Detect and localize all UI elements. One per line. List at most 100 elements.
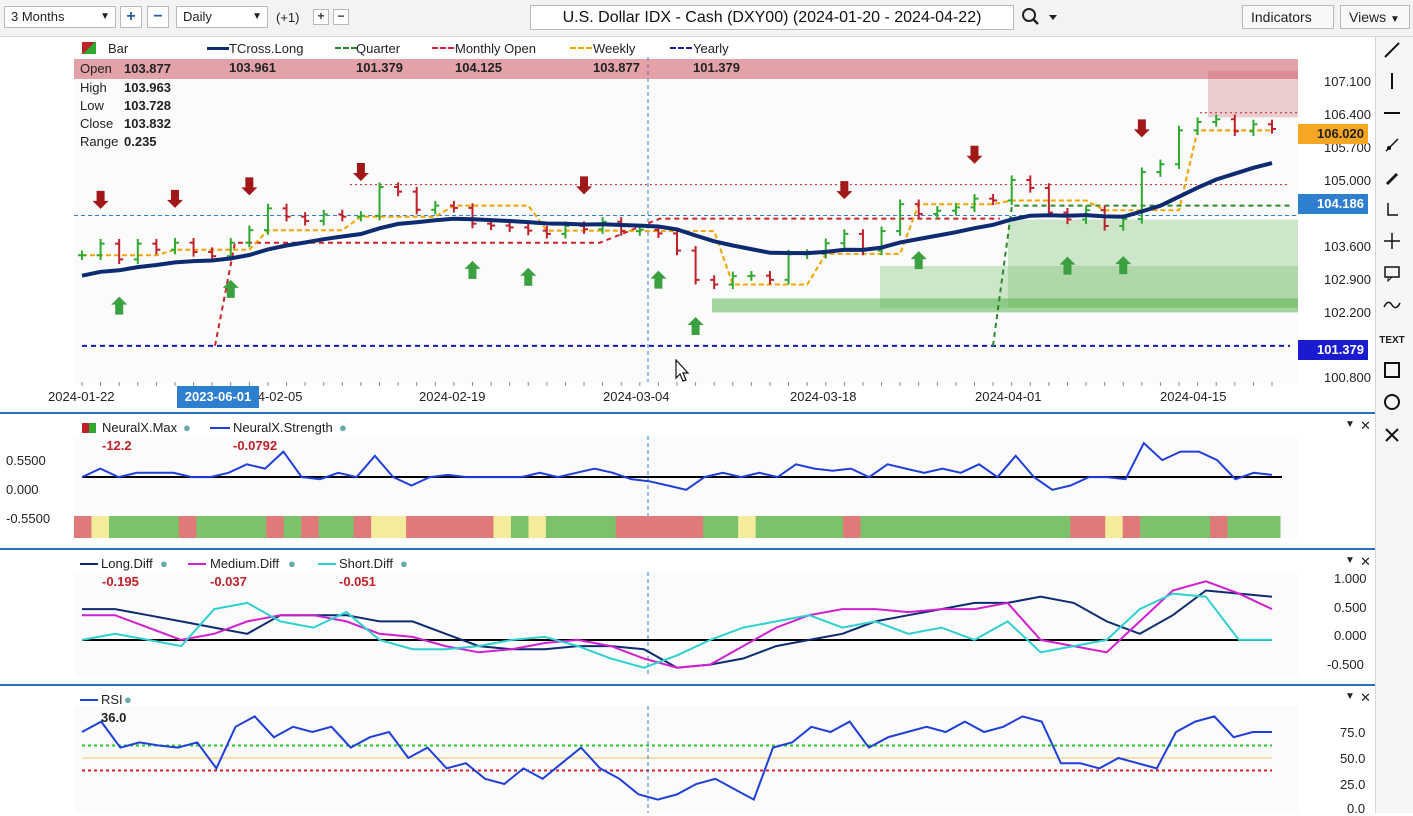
horizontal-line-icon[interactable] — [1377, 103, 1407, 129]
neuralx-max-cell — [231, 516, 250, 538]
sell-arrow-icon — [92, 190, 109, 209]
buy-arrow-icon — [464, 260, 481, 279]
symbol-title[interactable]: U.S. Dollar IDX - Cash (DXY00) (2024-01-… — [530, 5, 1014, 30]
crosshair-icon[interactable] — [1377, 231, 1407, 257]
callout-icon[interactable] — [1377, 263, 1407, 289]
settings-dot-icon[interactable]: ● — [339, 420, 347, 435]
low-label: Low — [80, 98, 104, 113]
zoom-out-button[interactable]: − — [147, 6, 169, 28]
panel-close-icon[interactable]: ✕ — [1360, 418, 1371, 433]
panel-close-icon[interactable]: ✕ — [1360, 690, 1371, 705]
offset-minus-button[interactable]: − — [333, 9, 349, 25]
rectangle-icon[interactable] — [1377, 360, 1407, 386]
neuralx-max-cell — [248, 516, 267, 538]
sell-arrow-icon — [836, 181, 853, 200]
short-diff-value: -0.051 — [339, 574, 376, 589]
close-value: 103.832 — [124, 116, 171, 131]
close-icon[interactable] — [1377, 425, 1407, 451]
support-zone — [1008, 219, 1298, 308]
neuralx-max-cell — [423, 516, 442, 538]
panel-menu-icon[interactable]: ▼ — [1345, 691, 1355, 702]
settings-dot-icon[interactable]: ● — [400, 556, 408, 571]
neuralx-max-cell — [406, 516, 425, 538]
high-value: 103.963 — [124, 80, 171, 95]
settings-dot-icon[interactable]: ● — [288, 556, 296, 571]
panel-menu-icon[interactable]: ▼ — [1345, 555, 1355, 566]
diff-chart[interactable] — [0, 552, 1375, 684]
interval-select[interactable]: Daily ▼ — [176, 6, 268, 28]
neuralx-max-cell — [773, 516, 792, 538]
neuralx-max-cell — [458, 516, 477, 538]
zoom-in-button[interactable]: + — [120, 6, 142, 28]
neuralx-chart[interactable] — [0, 416, 1375, 546]
neuralx-max-cell — [860, 516, 879, 538]
tcross-long-line — [81, 161, 1273, 278]
neuralx-max-cell — [668, 516, 687, 538]
text-tool[interactable]: TEXT — [1379, 335, 1405, 346]
panel-menu-icon[interactable]: ▼ — [1345, 419, 1355, 430]
medium-diff-swatch — [188, 563, 206, 565]
chevron-down-icon: ▼ — [100, 11, 110, 22]
neuralx-strength-value: -0.0792 — [233, 438, 278, 453]
neuralx-axis-tick: 0.5500 — [6, 453, 46, 468]
settings-dot-icon[interactable]: ● — [124, 692, 132, 707]
range-select[interactable]: 3 Months ▼ — [4, 6, 116, 28]
line-tool-icon[interactable] — [1377, 40, 1407, 66]
medium-diff-value: -0.037 — [210, 574, 247, 589]
neuralx-max-cell — [336, 516, 355, 538]
neuralx-max-cell — [510, 516, 529, 538]
wave-icon[interactable] — [1377, 295, 1407, 321]
yearly-value: 101.379 — [693, 60, 740, 75]
fib-icon[interactable] — [1377, 199, 1407, 225]
open-label: Open — [80, 61, 112, 76]
price-panel[interactable]: Bar TCross.Long Quarter Monthly Open Wee… — [0, 37, 1375, 412]
diff-axis-tick: 1.000 — [1334, 571, 1367, 586]
monthly-swatch — [432, 47, 454, 49]
short-diff-label: Short.Diff — [339, 556, 393, 571]
offset-plus-button[interactable]: + — [313, 9, 329, 25]
diff-axis-tick: 0.000 — [1334, 628, 1367, 643]
drawing-toolbar — [1375, 37, 1413, 813]
neuralx-max-cell — [1017, 516, 1036, 538]
neuralx-max-cell — [580, 516, 599, 538]
neuralx-max-cell — [1122, 516, 1141, 538]
symbol-search-button[interactable] — [1020, 6, 1060, 28]
buy-arrow-icon — [687, 317, 704, 335]
rsi-chart[interactable] — [0, 688, 1375, 813]
indicators-button[interactable]: Indicators ▼ — [1242, 5, 1334, 47]
neuralx-max-cell — [441, 516, 460, 538]
weekly-swatch — [570, 47, 592, 49]
neuralx-max-cell — [1070, 516, 1089, 538]
buy-arrow-icon — [910, 251, 927, 270]
buy-arrow-icon — [1115, 256, 1132, 275]
neuralx-panel[interactable]: NeuralX.Max ● NeuralX.Strength ● -12.2 -… — [0, 416, 1375, 546]
panel-close-icon[interactable]: ✕ — [1360, 554, 1371, 569]
neuralx-max-cell — [1000, 516, 1019, 538]
diff-panel[interactable]: Long.Diff ● Medium.Diff ● Short.Diff ● -… — [0, 552, 1375, 684]
neuralx-max-cell — [563, 516, 582, 538]
plot-area — [74, 57, 1298, 384]
close-label: Close — [80, 116, 114, 131]
crosshair-price-tag: 104.186 — [1298, 194, 1368, 214]
neuralx-max-cell — [126, 516, 145, 538]
price-chart[interactable] — [0, 37, 1375, 412]
rsi-axis-tick: 50.0 — [1340, 751, 1366, 766]
views-button[interactable]: Views ▼ — [1340, 5, 1410, 29]
rsi-panel[interactable]: RSI ● 36.0 75.0 50.0 25.0 0.0 ▼ ✕ — [0, 688, 1375, 816]
neuralx-max-cell — [476, 516, 494, 538]
price-tick: 103.600 — [1324, 239, 1371, 254]
neuralx-max-cell — [895, 516, 914, 538]
vertical-line-icon[interactable] — [1377, 71, 1407, 97]
settings-dot-icon[interactable]: ● — [183, 420, 191, 435]
buy-arrow-icon — [1059, 256, 1076, 275]
ohlc-highlight-band — [74, 59, 1298, 79]
short-diff-swatch — [318, 563, 336, 565]
ray-icon[interactable] — [1377, 135, 1407, 161]
pen-icon[interactable] — [1377, 167, 1407, 193]
diff-axis-tick: 0.500 — [1334, 600, 1367, 615]
neuralx-max-cell — [912, 516, 931, 538]
neuralx-max-cell — [108, 516, 127, 538]
neuralx-max-cell — [1262, 516, 1281, 538]
settings-dot-icon[interactable]: ● — [160, 556, 168, 571]
circle-icon[interactable] — [1377, 392, 1407, 418]
